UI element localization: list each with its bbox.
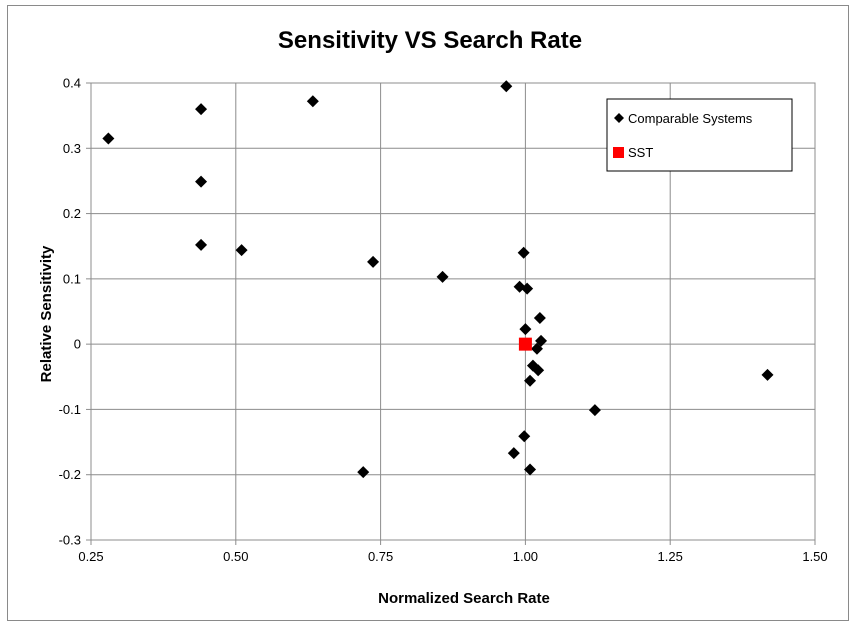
comparable-system-point — [357, 466, 370, 479]
comparable-system-point — [306, 95, 319, 108]
comparable-system-point — [517, 246, 530, 259]
x-tick-label: 1.50 — [802, 549, 827, 564]
data-points — [102, 80, 774, 479]
legend-marker-sst — [613, 147, 624, 158]
comparable-system-point — [195, 238, 208, 251]
comparable-system-point — [500, 80, 513, 93]
comparable-system-point — [533, 312, 546, 325]
y-axis-title: Relative Sensitivity — [38, 245, 55, 382]
x-tick-label: 1.00 — [513, 549, 538, 564]
legend-label-sst: SST — [628, 145, 653, 160]
comparable-system-point — [367, 255, 380, 268]
comparable-system-point — [102, 132, 115, 145]
comparable-system-point — [235, 244, 248, 257]
comparable-system-point — [524, 463, 537, 476]
y-tick-label: 0 — [74, 337, 81, 352]
comparable-system-point — [518, 430, 531, 443]
comparable-system-point — [588, 404, 601, 417]
y-tick-label: 0.3 — [63, 141, 81, 156]
y-tick-label: 0.4 — [63, 76, 81, 91]
x-tick-label: 0.50 — [223, 549, 248, 564]
y-tick-label: 0.1 — [63, 271, 81, 286]
y-tick-label: -0.3 — [59, 533, 81, 548]
y-tick-label: -0.2 — [59, 467, 81, 482]
x-tick-label: 0.25 — [78, 549, 103, 564]
legend-box — [606, 98, 793, 172]
comparable-system-point — [519, 323, 532, 336]
chart-title: Sensitivity VS Search Rate — [278, 27, 582, 54]
y-tick-label: -0.1 — [59, 402, 81, 417]
legend-label-comparable-systems: Comparable Systems — [628, 111, 753, 126]
x-tick-label: 1.25 — [658, 549, 683, 564]
comparable-system-point — [535, 334, 548, 347]
comparable-system-point — [195, 103, 208, 116]
comparable-system-point — [436, 270, 449, 283]
comparable-system-point — [532, 364, 545, 377]
legend-marker-comparable-systems — [614, 113, 624, 123]
comparable-system-point — [761, 368, 774, 381]
comparable-system-point — [524, 374, 537, 387]
comparable-system-point — [521, 282, 534, 295]
comparable-system-point — [195, 175, 208, 188]
comparable-system-point — [507, 447, 520, 460]
sst-point — [518, 337, 532, 351]
plot-area — [90, 82, 816, 541]
y-tick-label: 0.2 — [63, 206, 81, 221]
legend: Comparable Systems SST — [606, 98, 793, 172]
x-axis-title: Normalized Search Rate — [378, 590, 550, 607]
x-tick-label: 0.75 — [368, 549, 393, 564]
axis-ticks: 0.25 0.50 0.75 1.00 1.25 1.50 0.4 0.3 0.2 0.1 0 -0.… — [59, 76, 828, 565]
